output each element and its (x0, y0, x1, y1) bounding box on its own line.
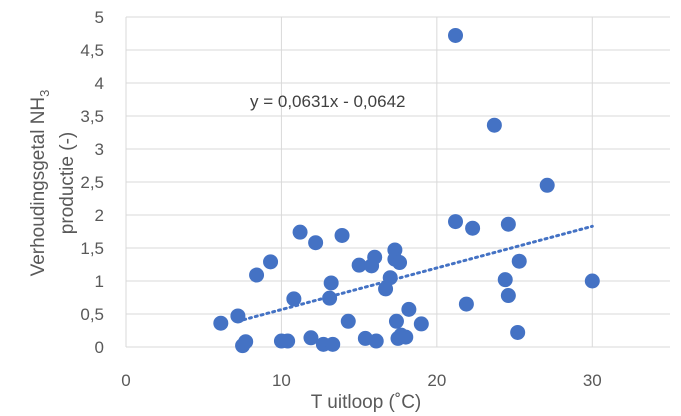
y-tick-label: 4,5 (80, 41, 104, 60)
data-point (334, 227, 350, 243)
data-point (368, 333, 384, 349)
data-point (388, 313, 404, 329)
y-tick-label: 2,5 (80, 173, 104, 192)
data-point (448, 27, 464, 43)
data-point (325, 336, 341, 352)
data-point (230, 308, 246, 324)
trendline-equation: y = 0,0631x - 0,0642 (250, 92, 405, 111)
y-tick-label: 3 (95, 140, 104, 159)
data-point (263, 254, 279, 270)
x-tick-label: 30 (583, 371, 602, 390)
data-point (340, 313, 356, 329)
y-tick-label: 5 (95, 8, 104, 27)
x-axis-ticks: 0 10 20 30 (121, 371, 601, 390)
data-point (458, 296, 474, 312)
y-tick-label: 1,5 (80, 239, 104, 258)
gridlines (125, 16, 670, 348)
data-point (249, 267, 265, 283)
y-axis-title-line2: productie (-) (57, 132, 78, 234)
data-point (465, 220, 481, 236)
y-tick-label: 0 (95, 338, 104, 357)
data-point (323, 275, 339, 291)
y-tick-label: 1 (95, 272, 104, 291)
data-point (510, 324, 526, 340)
data-point (486, 117, 502, 133)
data-point (413, 316, 429, 332)
data-point (322, 290, 338, 306)
y-tick-label: 2 (95, 206, 104, 225)
data-point (382, 270, 398, 286)
data-point (351, 257, 367, 273)
y-axis-ticks: 0 0,5 1 1,5 2 2,5 3 3,5 4 4,5 5 (80, 8, 104, 357)
data-point (511, 253, 527, 269)
y-tick-label: 4 (95, 74, 104, 93)
data-point (539, 177, 555, 193)
data-point (213, 315, 229, 331)
data-point (500, 216, 516, 232)
data-point (398, 329, 414, 345)
y-axis-title: Verhoudingsgetal NH3 productie (-) (28, 90, 78, 277)
data-point (448, 214, 464, 230)
data-point (238, 334, 254, 350)
y-tick-label: 0,5 (80, 305, 104, 324)
data-point (308, 235, 324, 251)
data-point (292, 224, 308, 240)
data-point (367, 249, 383, 265)
data-point (497, 272, 513, 288)
x-tick-label: 0 (121, 371, 130, 390)
y-axis-title-line1: Verhoudingsgetal NH3 (28, 90, 52, 277)
x-tick-label: 20 (427, 371, 446, 390)
data-point (286, 291, 302, 307)
x-tick-label: 10 (272, 371, 291, 390)
data-point (584, 273, 600, 289)
data-point (401, 301, 417, 317)
data-point (280, 333, 296, 349)
data-point (392, 255, 408, 271)
y-axis-title-subscript: 3 (37, 90, 52, 97)
x-axis-title: T uitloop (˚C) (311, 392, 422, 413)
data-point (303, 330, 319, 346)
data-point (378, 281, 394, 297)
data-points (213, 27, 600, 354)
y-tick-label: 3,5 (80, 107, 104, 126)
data-point (500, 288, 516, 304)
y-axis-title-main: Verhoudingsgetal NH (28, 97, 49, 277)
